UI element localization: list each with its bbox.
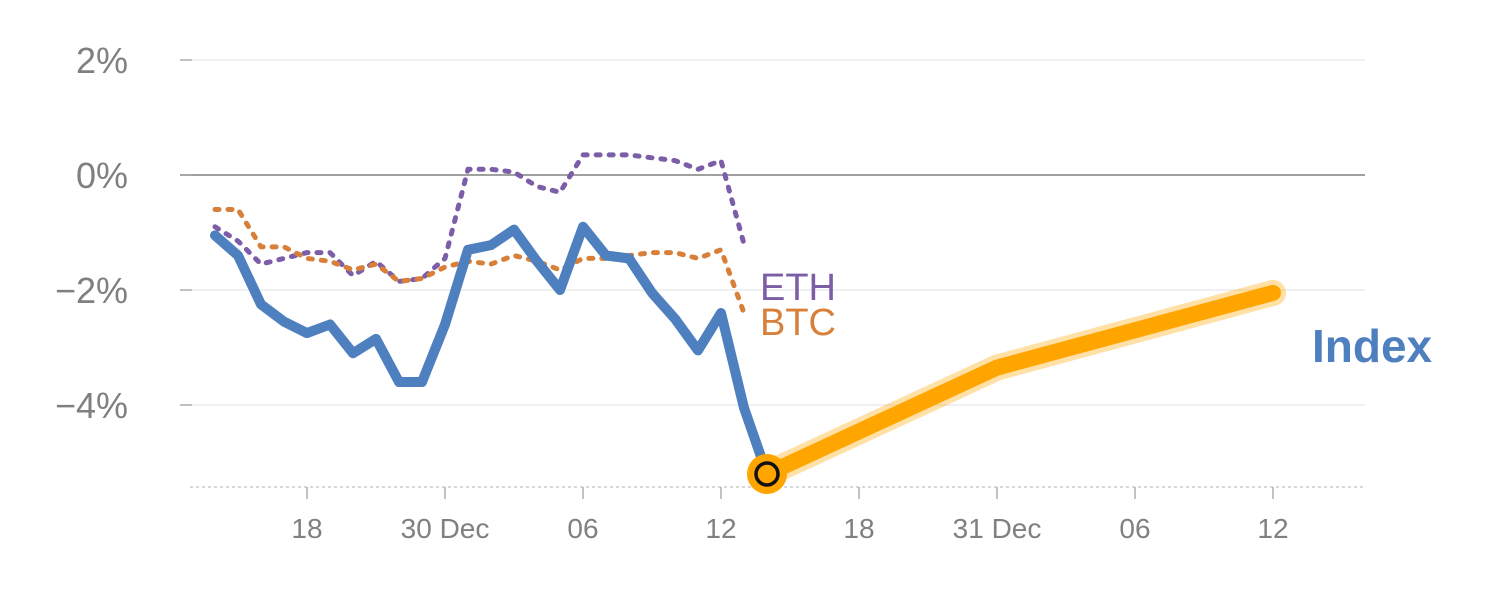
x-tick-label: 06 <box>567 513 598 544</box>
x-tick-label: 30 Dec <box>401 513 490 544</box>
series-btc-line <box>212 207 747 316</box>
y-tick-label: 0% <box>76 155 128 196</box>
y-tick-label: −2% <box>55 270 128 311</box>
series-label-index: Index <box>1312 320 1433 372</box>
x-tick-label: 12 <box>705 513 736 544</box>
series-label-btc: BTC <box>760 302 836 344</box>
x-tick-label: 06 <box>1119 513 1150 544</box>
x-tick-label: 18 <box>291 513 322 544</box>
series-label-eth: ETH <box>760 267 836 309</box>
forecast-line <box>759 284 1281 482</box>
x-tick-label: 18 <box>843 513 874 544</box>
current-point-marker <box>754 461 780 487</box>
y-tick-label: 2% <box>76 40 128 81</box>
y-tick-label: −4% <box>55 385 128 426</box>
series-eth-line <box>212 152 747 284</box>
series-index-line <box>210 221 772 479</box>
x-tick-label: 31 Dec <box>953 513 1042 544</box>
x-tick-label: 12 <box>1257 513 1288 544</box>
